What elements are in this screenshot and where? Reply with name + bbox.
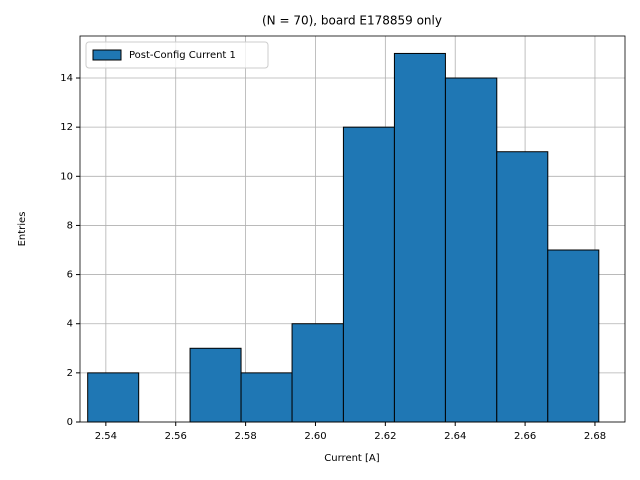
x-tick-label: 2.68 (584, 431, 606, 442)
legend-box (85, 41, 269, 69)
histogram-bar (189, 347, 242, 423)
x-tick-label: 2.60 (304, 431, 326, 442)
plot-frame (79, 35, 626, 423)
x-axis-label: Current [A] (324, 453, 379, 464)
y-tick-label: 10 (60, 171, 73, 182)
x-tick-label: 2.58 (234, 431, 256, 442)
histogram-bar (547, 249, 600, 423)
y-tick-label: 6 (67, 270, 73, 281)
histogram-bar (291, 323, 344, 423)
chart-title: (N = 70), board E178859 only (262, 14, 442, 28)
x-tick-label: 2.64 (444, 431, 466, 442)
histogram-bar (342, 126, 395, 423)
legend-swatch (92, 49, 122, 61)
y-tick-label: 14 (60, 73, 73, 84)
y-tick-label: 0 (67, 417, 73, 428)
x-tick-label: 2.62 (374, 431, 396, 442)
y-axis-label: Entries (17, 212, 28, 247)
y-tick-label: 12 (60, 122, 73, 133)
x-tick-label: 2.66 (514, 431, 536, 442)
x-tick-label: 2.56 (165, 431, 187, 442)
histogram-bar (87, 372, 140, 423)
histogram-bar (240, 372, 293, 423)
x-tick-label: 2.54 (95, 431, 117, 442)
y-tick-label: 2 (67, 368, 73, 379)
legend-label: Post-Config Current 1 (129, 50, 236, 61)
y-tick-label: 4 (67, 319, 73, 330)
histogram-bar (444, 77, 498, 423)
histogram-bar (496, 151, 549, 423)
y-tick-label: 8 (67, 220, 73, 231)
histogram-bar (393, 52, 446, 423)
